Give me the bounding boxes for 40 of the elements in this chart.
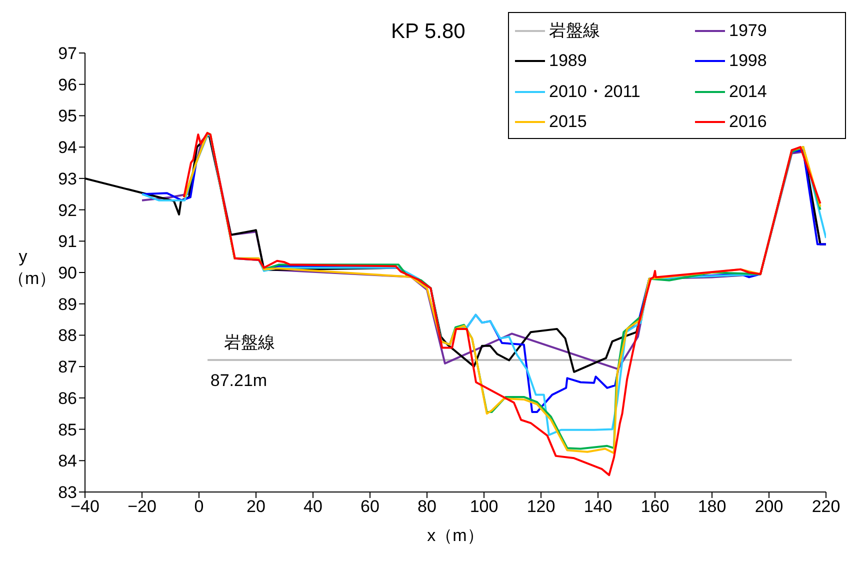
x-tick-label: 180 [698,497,726,516]
x-tick-label: 220 [812,497,840,516]
x-tick-label: −20 [128,497,156,516]
y-tick-label: 96 [58,75,77,94]
y-tick-label: 90 [58,264,77,283]
x-tick-label: 100 [470,497,498,516]
y-tick-label: 84 [58,452,77,471]
legend-label: 1998 [729,51,767,71]
annotation: 岩盤線 [224,332,276,352]
x-tick-label: 80 [418,497,436,516]
x-tick-label: 0 [194,497,204,516]
x-tick-label: 60 [360,497,380,516]
x-tick-label: 160 [640,497,670,516]
x-tick-label: 20 [246,497,266,516]
y-tick-label: 89 [58,294,77,314]
legend-label: 2015 [549,112,587,132]
y-tick-label: 86 [58,388,77,408]
y-tick-label: 88 [58,326,77,346]
x-tick-label: 200 [754,497,784,516]
y-tick-label: 97 [58,44,77,64]
x-tick-label: 120 [526,497,556,516]
y-tick-label: 87 [58,358,77,377]
chart-title: KP 5.80 [391,20,466,44]
annotation: 87.21m [210,370,268,390]
x-tick-label: 40 [304,497,322,516]
y-tick-label: 91 [58,232,77,252]
x-axis-title: x（m） [427,526,484,545]
legend-label: 2014 [729,82,767,102]
y-tick-label: 93 [58,169,77,188]
legend-label: 1989 [549,51,587,71]
legend-label: 1979 [729,20,767,40]
legend-label: 2016 [729,112,767,132]
y-tick-label: 92 [58,200,77,220]
x-tick-label: 140 [584,497,612,516]
legend-label: 2010・2011 [549,81,640,103]
y-tick-label: 85 [58,420,77,440]
y-axis-title: y（m） [8,246,56,290]
y-tick-label: 94 [58,138,77,158]
legend-label: 岩盤線 [549,20,600,42]
y-tick-label: 95 [58,106,77,126]
